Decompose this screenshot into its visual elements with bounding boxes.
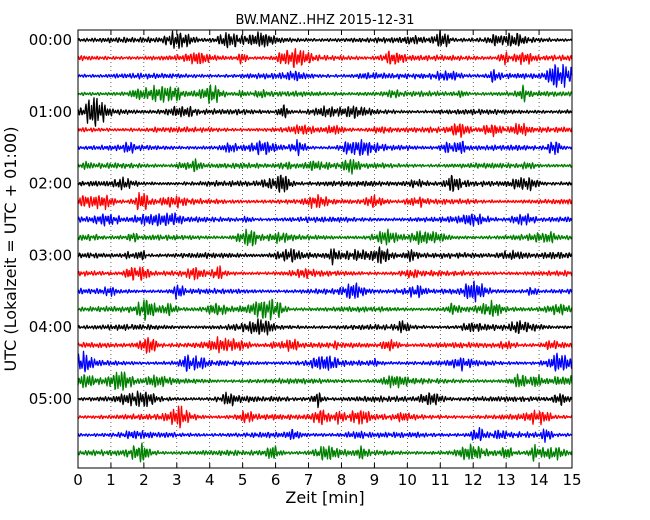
trace-line xyxy=(77,63,573,88)
trace-group xyxy=(77,30,573,463)
x-tick-label: 7 xyxy=(304,471,314,489)
y-tick-label: 01:00 xyxy=(29,103,72,121)
x-tick-label: 14 xyxy=(530,471,549,489)
y-tick-label: 05:00 xyxy=(29,390,72,408)
x-tick-label: 5 xyxy=(238,471,248,489)
y-tick-label: 00:00 xyxy=(29,31,72,49)
x-tick-label: 8 xyxy=(337,471,347,489)
trace-line xyxy=(77,139,573,157)
trace-line xyxy=(77,228,573,247)
x-axis-label: Zeit [min] xyxy=(285,488,364,507)
x-tick-label: 4 xyxy=(205,471,215,489)
x-tick-label: 6 xyxy=(271,471,281,489)
x-tick-label: 1 xyxy=(106,471,116,489)
trace-line xyxy=(77,390,573,409)
trace-line xyxy=(77,122,573,138)
chart-title: BW.MANZ..HHZ 2015-12-31 xyxy=(235,13,414,28)
x-tick-label: 0 xyxy=(73,471,83,489)
trace-line xyxy=(77,192,573,211)
trace-line xyxy=(77,212,573,227)
y-axis-label: UTC (Lokalzeit = UTC + 01:00) xyxy=(1,127,20,372)
trace-line xyxy=(77,174,573,193)
trace-line xyxy=(77,265,573,281)
trace-line xyxy=(77,426,573,443)
y-tick-label: 02:00 xyxy=(29,175,72,193)
trace-line xyxy=(77,246,573,266)
y-axis: 00:00 01:00 02:00 03:00 04:00 05:00 xyxy=(29,31,572,408)
x-tick-label: 11 xyxy=(431,471,450,489)
x-tick-label: 12 xyxy=(464,471,483,489)
x-tick-label: 13 xyxy=(497,471,516,489)
trace-line xyxy=(77,405,573,429)
vertical-grid xyxy=(110,30,540,468)
trace-line xyxy=(77,48,573,68)
trace-line xyxy=(77,97,573,127)
trace-line xyxy=(77,84,573,105)
y-tick-label: 04:00 xyxy=(29,318,72,336)
x-tick-label: 10 xyxy=(398,471,417,489)
x-tick-label: 3 xyxy=(172,471,182,489)
trace-line xyxy=(77,371,573,391)
trace-line xyxy=(77,350,573,373)
trace-line xyxy=(77,298,573,321)
trace-line xyxy=(77,336,573,354)
plot-frame xyxy=(77,29,573,469)
x-tick-label: 15 xyxy=(562,471,581,489)
x-axis: 0 1 2 3 4 5 6 7 8 9 10 11 12 13 14 15 xyxy=(73,30,582,489)
x-tick-label: 2 xyxy=(139,471,149,489)
trace-line xyxy=(77,30,573,49)
trace-line xyxy=(77,280,573,303)
x-tick-label: 9 xyxy=(370,471,380,489)
y-tick-label: 03:00 xyxy=(29,246,72,264)
trace-line xyxy=(77,318,573,336)
trace-line xyxy=(77,158,573,175)
trace-line xyxy=(77,442,573,463)
